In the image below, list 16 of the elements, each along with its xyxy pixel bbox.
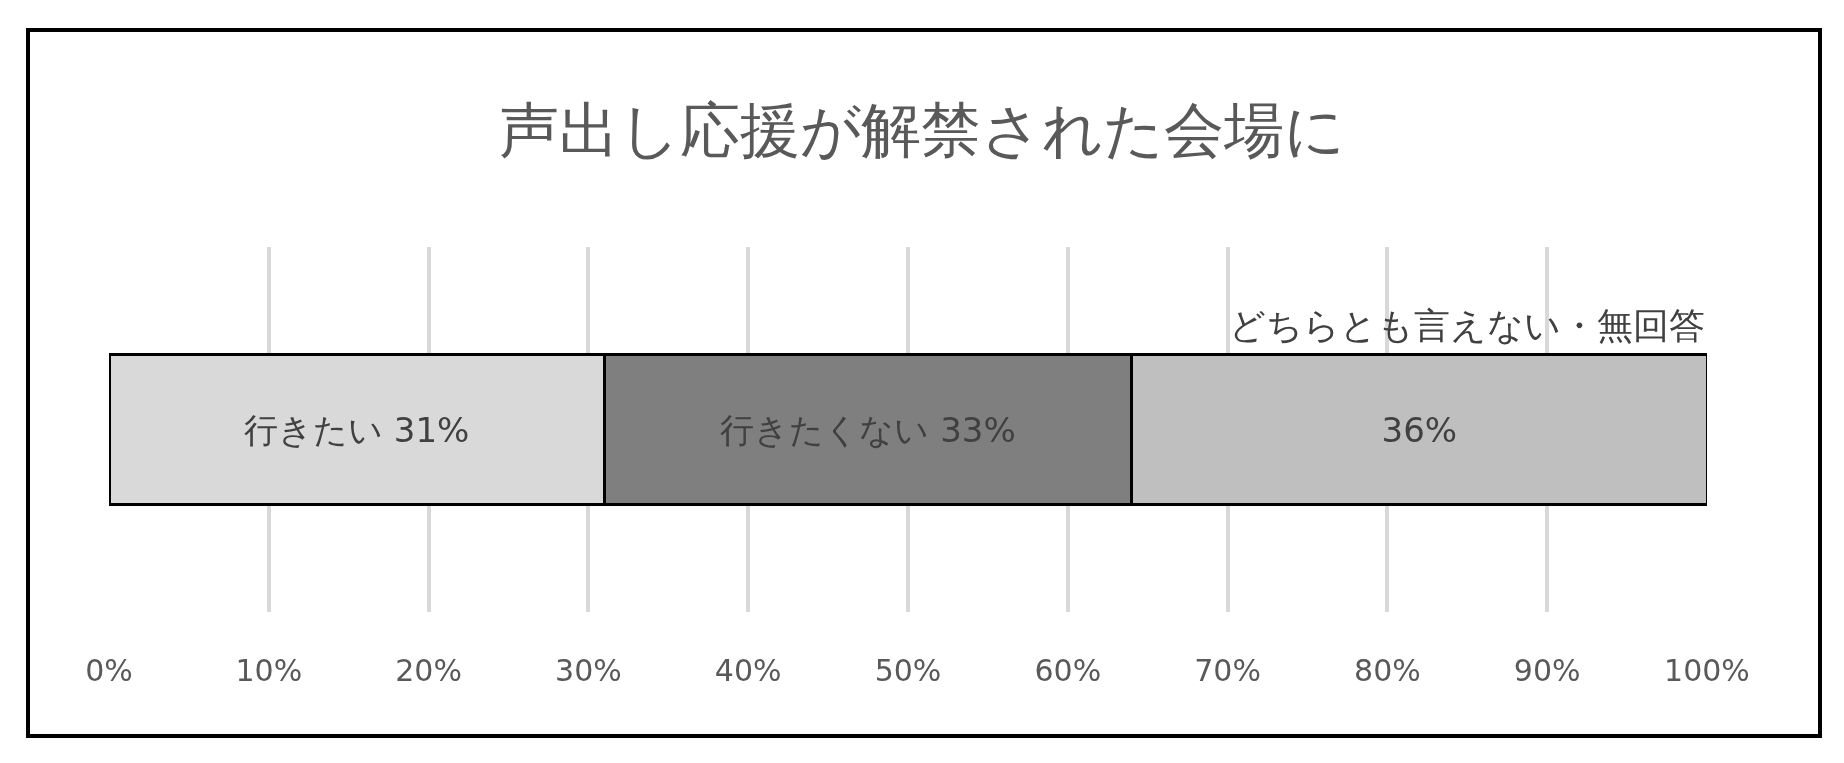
x-tick-label: 50% bbox=[874, 653, 942, 688]
chart-title: 声出し応援が解禁された会場に bbox=[499, 94, 1345, 165]
x-tick-label: 40% bbox=[714, 653, 782, 688]
data-label: 36% bbox=[1381, 409, 1458, 450]
x-tick-label: 60% bbox=[1034, 653, 1102, 688]
series-label: どちらとも言えない・無回答 bbox=[1229, 305, 1705, 346]
x-tick-label: 90% bbox=[1513, 653, 1581, 688]
x-tick-label: 70% bbox=[1194, 653, 1261, 688]
x-tick-label: 30% bbox=[555, 653, 622, 688]
x-tick-label: 20% bbox=[395, 653, 462, 688]
text: 行きたい 31% bbox=[243, 409, 470, 450]
x-tick-label: 100% bbox=[1664, 653, 1750, 688]
text: 行きたくない 33% bbox=[720, 409, 1016, 450]
x-tick-label: 80% bbox=[1354, 653, 1421, 688]
x-tick-label: 0% bbox=[85, 653, 133, 688]
x-tick-label: 10% bbox=[235, 653, 303, 688]
